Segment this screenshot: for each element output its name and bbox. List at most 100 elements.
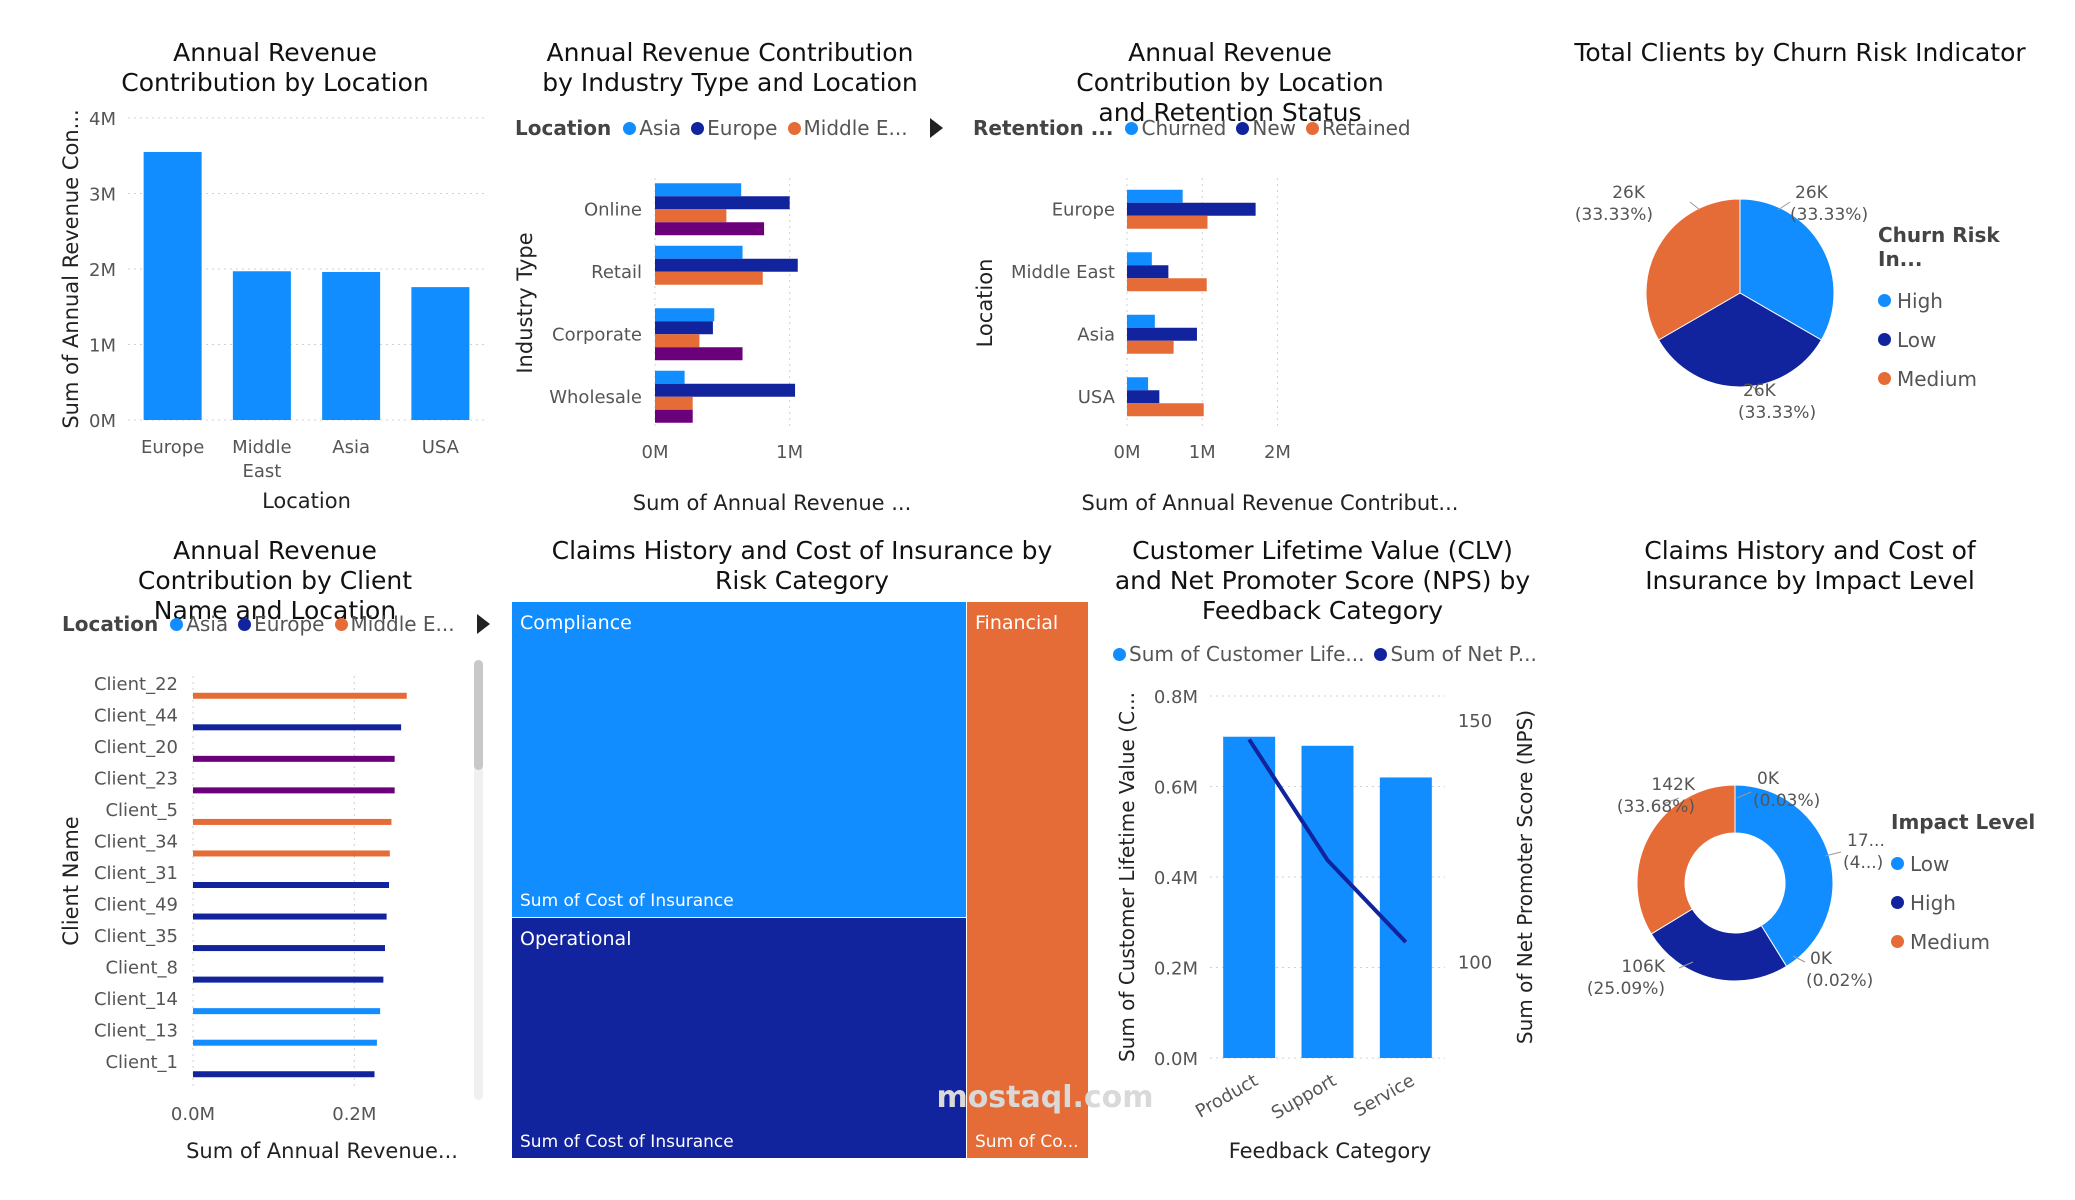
legend-item-nps[interactable]: Sum of Net P... <box>1374 642 1537 666</box>
panel-churn-risk: Total Clients by Churn Risk Indicator 26… <box>1550 38 2050 518</box>
treemap-cell-compliance[interactable]: Compliance Sum of Cost of Insurance <box>512 602 967 918</box>
legend-item-low[interactable]: Low <box>1891 844 2035 883</box>
x-axis-title: Sum of Annual Revenue Contribut... <box>1082 491 1459 515</box>
bar <box>1301 745 1354 1058</box>
treemap-cell-operational[interactable]: Operational Sum of Cost of Insurance <box>512 918 967 1158</box>
x-tick-label: USA <box>422 437 460 458</box>
legend-next-arrow-icon[interactable] <box>929 118 943 138</box>
bar <box>193 945 385 952</box>
legend-title: Retention ... <box>973 116 1114 140</box>
bar-chart-location: 0M 1M 2M 3M 4M Europe Middle East Asia USA Locatio… <box>59 109 485 513</box>
bar <box>1127 252 1152 266</box>
bar <box>193 976 384 983</box>
data-label-value: 142K <box>1651 775 1695 795</box>
y-tick-label: 0.4M <box>1154 868 1198 889</box>
chart-title: Customer Lifetime Value (CLV) and Net Pr… <box>1114 536 1531 625</box>
legend-item-high[interactable]: High <box>1878 281 2050 320</box>
y-tick-label: Corporate <box>552 324 642 345</box>
bar <box>193 1071 375 1078</box>
y-tick-label: Retail <box>591 262 642 283</box>
legend-item-middle-east[interactable]: Middle E... <box>334 612 455 636</box>
y-axis-title: Client Name <box>59 816 83 945</box>
y-tick-label: 0.2M <box>1154 959 1198 980</box>
bar <box>193 1008 381 1015</box>
bar <box>655 258 798 272</box>
chart-title: Annual Revenue Contribution by Location … <box>1076 38 1384 127</box>
legend: Location Asia Europe Middle E... <box>62 612 490 636</box>
x-tick-label: Support <box>1268 1070 1340 1124</box>
bar <box>655 271 763 285</box>
legend-item-asia[interactable]: Asia <box>170 612 228 636</box>
x-tick-label: 0M <box>1114 442 1141 463</box>
y2-tick-label: 100 <box>1458 952 1492 973</box>
legend-title: Location <box>515 116 612 140</box>
y-tick-label: Asia <box>1077 324 1115 345</box>
chart-title: Annual Revenue Contribution by Location <box>121 38 429 97</box>
bar <box>655 222 765 236</box>
legend-item-new[interactable]: New <box>1236 116 1296 140</box>
bar <box>1127 215 1208 229</box>
data-label-value: 106K <box>1621 957 1665 977</box>
pie-slice <box>1645 198 1741 341</box>
y-tick-label: Client_31 <box>94 863 178 884</box>
legend-item-medium[interactable]: Medium <box>1891 922 2035 961</box>
legend-item-churned[interactable]: Churned <box>1125 116 1226 140</box>
y-tick-label: 0.0M <box>1154 1049 1198 1070</box>
bar <box>655 409 693 423</box>
bar <box>655 334 700 348</box>
legend-item-high[interactable]: High <box>1891 883 2035 922</box>
data-label-percent: (33.33%) <box>1738 403 1816 423</box>
legend-item-middle-east[interactable]: Middle E... <box>787 116 908 140</box>
legend-item-europe[interactable]: Europe <box>238 612 325 636</box>
bar-chart-client: 0.0M 0.2M Client_22 Client_44 Client_20 Clien… <box>59 674 458 1163</box>
treemap-cell-financial[interactable]: Financial Sum of Co... <box>967 602 1088 1158</box>
data-label-percent: (33.33%) <box>1790 205 1868 225</box>
pie-slice <box>1739 198 1835 341</box>
bar <box>1127 314 1155 328</box>
y-tick-label: Client_23 <box>94 768 178 789</box>
y-tick-label: 0.8M <box>1154 687 1198 708</box>
watermark: mostaql.com <box>936 1080 1154 1115</box>
leader-line <box>1678 961 1694 969</box>
panel-revenue-by-industry: Annual Revenue Contribution by Industry … <box>510 38 950 518</box>
bar <box>1127 377 1149 391</box>
bar <box>232 271 291 420</box>
bar <box>1127 340 1174 354</box>
bar <box>1127 403 1204 417</box>
legend-item-medium[interactable]: Medium <box>1878 359 2050 398</box>
chart-title: Claims History and Cost of Insurance by … <box>551 536 1053 595</box>
panel-revenue-by-location: Annual Revenue Contribution by Location … <box>40 38 510 518</box>
y-tick-label: Online <box>584 199 642 220</box>
y-axis-title: Sum of Customer Lifetime Value (C... <box>1115 692 1139 1062</box>
legend-item-retained[interactable]: Retained <box>1305 116 1411 140</box>
bar <box>193 724 402 731</box>
legend-item-asia[interactable]: Asia <box>623 116 681 140</box>
scrollbar[interactable] <box>474 660 483 1100</box>
y-tick-label: Client_1 <box>105 1052 178 1073</box>
bar <box>1127 278 1207 292</box>
data-label-percent: (0.03%) <box>1753 791 1820 811</box>
panel-claims-by-risk: Claims History and Cost of Insurance by … <box>512 536 1092 1176</box>
y-tick-label: Client_8 <box>105 958 178 979</box>
data-label-value: 0K <box>1757 769 1780 789</box>
x-tick-label: Asia <box>332 437 370 458</box>
x-tick-label: East <box>242 461 281 482</box>
legend-next-arrow-icon[interactable] <box>476 614 490 634</box>
y-tick-label: Client_44 <box>94 705 178 726</box>
legend-title: Impact Level <box>1891 810 2036 834</box>
legend-title: Location <box>62 612 159 636</box>
y-tick-label: Middle East <box>1011 262 1115 283</box>
legend-item-clv[interactable]: Sum of Customer Life... <box>1113 642 1364 666</box>
bar <box>655 196 790 210</box>
y-tick-label: Client_22 <box>94 674 178 695</box>
bar <box>193 692 407 699</box>
legend-item-low[interactable]: Low <box>1878 320 2050 359</box>
bar <box>411 287 470 420</box>
legend-title: Churn Risk In... <box>1878 223 2000 271</box>
y-tick-label: Europe <box>1052 199 1115 220</box>
legend-item-europe[interactable]: Europe <box>691 116 778 140</box>
x-tick-label: Service <box>1350 1070 1418 1121</box>
panel-revenue-by-client: Annual Revenue Contribution by Client Na… <box>40 536 510 1176</box>
scrollbar-thumb[interactable] <box>474 660 483 770</box>
pie-slice <box>1657 292 1823 388</box>
